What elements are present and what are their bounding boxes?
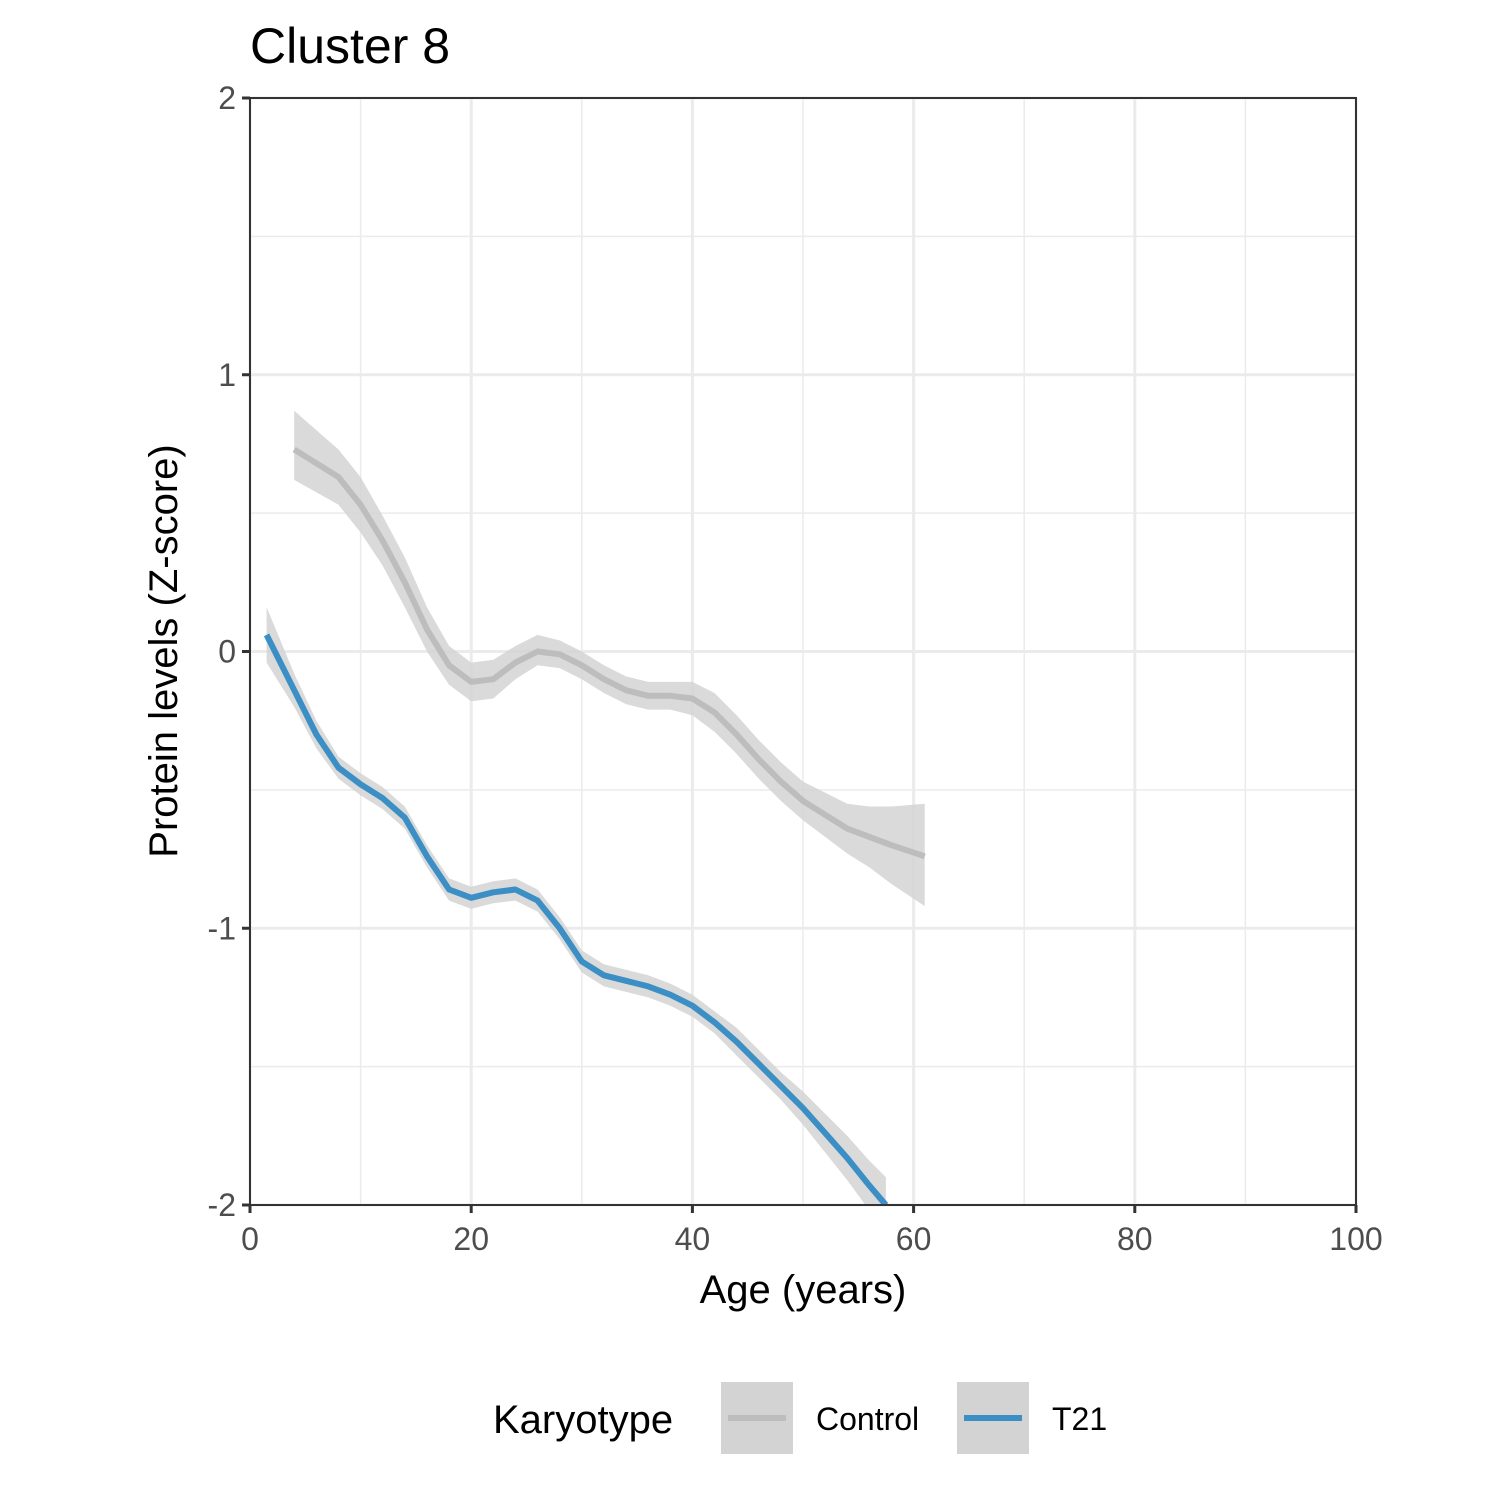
x-tick-label: 60 bbox=[896, 1221, 932, 1257]
legend-item-control: Control bbox=[721, 1382, 919, 1454]
series-line-t21 bbox=[263, 633, 889, 1205]
x-axis-title: Age (years) bbox=[700, 1268, 907, 1312]
confidence-band-control bbox=[294, 410, 925, 907]
x-tick-label: 0 bbox=[241, 1221, 259, 1257]
chart-title: Cluster 8 bbox=[250, 18, 450, 74]
y-tick-label: 0 bbox=[218, 634, 236, 670]
series-lines bbox=[263, 446, 926, 1205]
x-axis: 0 20 40 60 80 100 bbox=[241, 1205, 1383, 1257]
x-tick-label: 20 bbox=[453, 1221, 489, 1257]
series-line-control bbox=[292, 446, 926, 860]
confidence-bands bbox=[266, 410, 925, 1205]
y-tick-label: 1 bbox=[218, 357, 236, 393]
legend-label-control: Control bbox=[816, 1401, 919, 1437]
legend: Karyotype Control T21 bbox=[493, 1382, 1107, 1454]
y-tick-label: -2 bbox=[208, 1187, 236, 1223]
x-tick-label: 40 bbox=[675, 1221, 711, 1257]
y-axis-title: Protein levels (Z-score) bbox=[142, 444, 186, 857]
confidence-band-t21 bbox=[266, 607, 886, 1205]
y-axis: -2 -1 0 1 2 bbox=[208, 80, 250, 1223]
y-tick-label: 2 bbox=[218, 80, 236, 116]
legend-item-t21: T21 bbox=[957, 1382, 1107, 1454]
legend-title: Karyotype bbox=[493, 1398, 673, 1442]
x-tick-label: 80 bbox=[1117, 1221, 1153, 1257]
legend-label-t21: T21 bbox=[1052, 1401, 1107, 1437]
y-tick-label: -1 bbox=[208, 910, 236, 946]
x-tick-label: 100 bbox=[1329, 1221, 1382, 1257]
